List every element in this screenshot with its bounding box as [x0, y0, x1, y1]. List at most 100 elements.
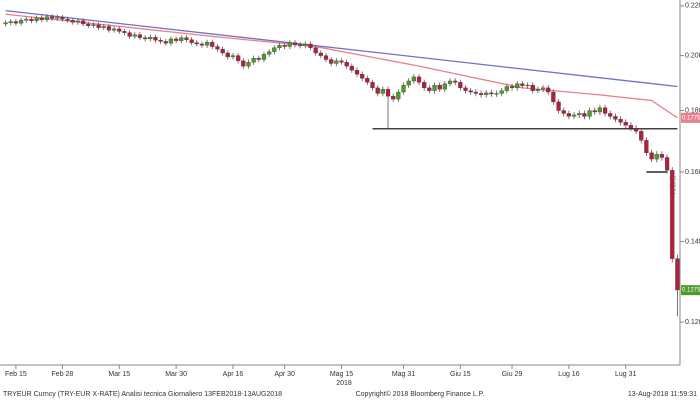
- candle-body: [143, 37, 148, 40]
- candle-body: [515, 83, 520, 89]
- candle-body: [422, 82, 427, 89]
- candle-body: [18, 20, 24, 24]
- candle-body: [127, 32, 132, 37]
- price-tag: [681, 112, 700, 123]
- candle-body: [303, 43, 308, 46]
- candle-body: [86, 23, 91, 26]
- candle-body: [334, 60, 339, 64]
- x-tick-label: Giu 29: [502, 371, 523, 378]
- candle-body: [577, 113, 582, 116]
- candle-body: [241, 60, 246, 67]
- y-tick-label: 0.16000: [685, 169, 700, 176]
- candle-body: [13, 21, 19, 24]
- x-tick-label: Apr 30: [274, 371, 295, 378]
- candle-body: [489, 92, 494, 95]
- candle-body: [659, 154, 665, 158]
- candle-body: [313, 47, 318, 54]
- candle-body: [644, 140, 649, 153]
- candle-body: [34, 17, 39, 21]
- candle-body: [675, 258, 680, 291]
- x-tick-label: Mag 15: [330, 371, 353, 378]
- year-label: 2018: [336, 380, 352, 387]
- x-tick-label: Lug 16: [558, 371, 580, 378]
- price-tag: [681, 285, 700, 296]
- candle-body: [380, 89, 385, 94]
- candle-body: [8, 21, 13, 23]
- candle-body: [225, 52, 230, 58]
- x-tick-label: Mar 15: [108, 371, 130, 378]
- candle-body: [385, 89, 391, 97]
- candle-body: [540, 87, 546, 90]
- candle-body: [406, 80, 411, 86]
- candle-body: [442, 83, 447, 90]
- candle-body: [184, 37, 189, 40]
- y-tick-label: 0.12000: [685, 319, 700, 326]
- footer-center: Copyright© 2018 Bloomberg Finance L.P.: [356, 390, 485, 398]
- candle-body: [282, 45, 287, 47]
- candle-body: [370, 82, 375, 89]
- candle-body: [339, 60, 344, 63]
- candle-body: [509, 86, 515, 89]
- candle-body: [292, 42, 298, 45]
- candle-body: [592, 110, 597, 113]
- candle-body: [453, 80, 458, 83]
- x-tick-label: Giu 15: [450, 371, 471, 378]
- candle-body: [478, 93, 484, 95]
- candle-body: [411, 76, 416, 82]
- candle-body: [256, 58, 261, 60]
- candle-body: [96, 24, 101, 28]
- candle-body: [70, 20, 75, 23]
- candle-body: [530, 84, 535, 91]
- candle-body: [499, 90, 504, 94]
- candle-body: [39, 17, 44, 20]
- candle-body: [80, 20, 86, 25]
- candle-body: [437, 84, 442, 90]
- candle-body: [582, 113, 587, 117]
- candle-body: [3, 22, 8, 25]
- candle-body: [230, 55, 236, 58]
- candle-body: [649, 152, 654, 160]
- x-tick-label: Feb 28: [52, 371, 74, 378]
- candle-body: [613, 116, 618, 120]
- candle-body: [308, 43, 313, 48]
- candle-body: [556, 101, 561, 111]
- candle-body: [323, 55, 329, 60]
- candle-body: [365, 78, 370, 83]
- candle-body: [463, 87, 468, 91]
- candle-body: [298, 44, 303, 46]
- x-tick-label: Mag 31: [392, 371, 415, 378]
- overlay-line: [5, 10, 678, 88]
- price-tag-label: 0.12755: [682, 288, 700, 294]
- candle-body: [535, 89, 540, 91]
- candle-body: [597, 107, 603, 113]
- candle-body: [277, 45, 282, 48]
- candle-body: [587, 110, 592, 117]
- x-tick-label: Feb 15: [5, 371, 27, 378]
- candle-body: [111, 28, 117, 31]
- candle-body: [91, 24, 96, 26]
- candle-body: [122, 31, 127, 33]
- candle-body: [189, 39, 194, 43]
- candle-body: [168, 38, 174, 44]
- candle-body: [432, 84, 437, 91]
- candle-body: [153, 37, 158, 41]
- y-tick-label: 0.22000: [685, 3, 700, 10]
- x-tick-label: Mar 30: [165, 371, 187, 378]
- candle-body: [473, 91, 478, 94]
- candle-body: [267, 51, 272, 55]
- candle-body: [137, 34, 143, 38]
- candle-body: [49, 16, 55, 19]
- footer-right: 13-Aug-2018 11:59:31: [628, 391, 697, 398]
- candle-body: [261, 54, 267, 60]
- candle-body: [246, 62, 251, 67]
- candle-body: [106, 26, 112, 31]
- candle-body: [551, 91, 556, 103]
- candle-body: [484, 92, 489, 95]
- candle-body: [664, 157, 670, 171]
- candle-body: [654, 154, 659, 160]
- candle-body: [148, 37, 153, 40]
- candle-body: [44, 16, 50, 20]
- candle-body: [163, 41, 168, 44]
